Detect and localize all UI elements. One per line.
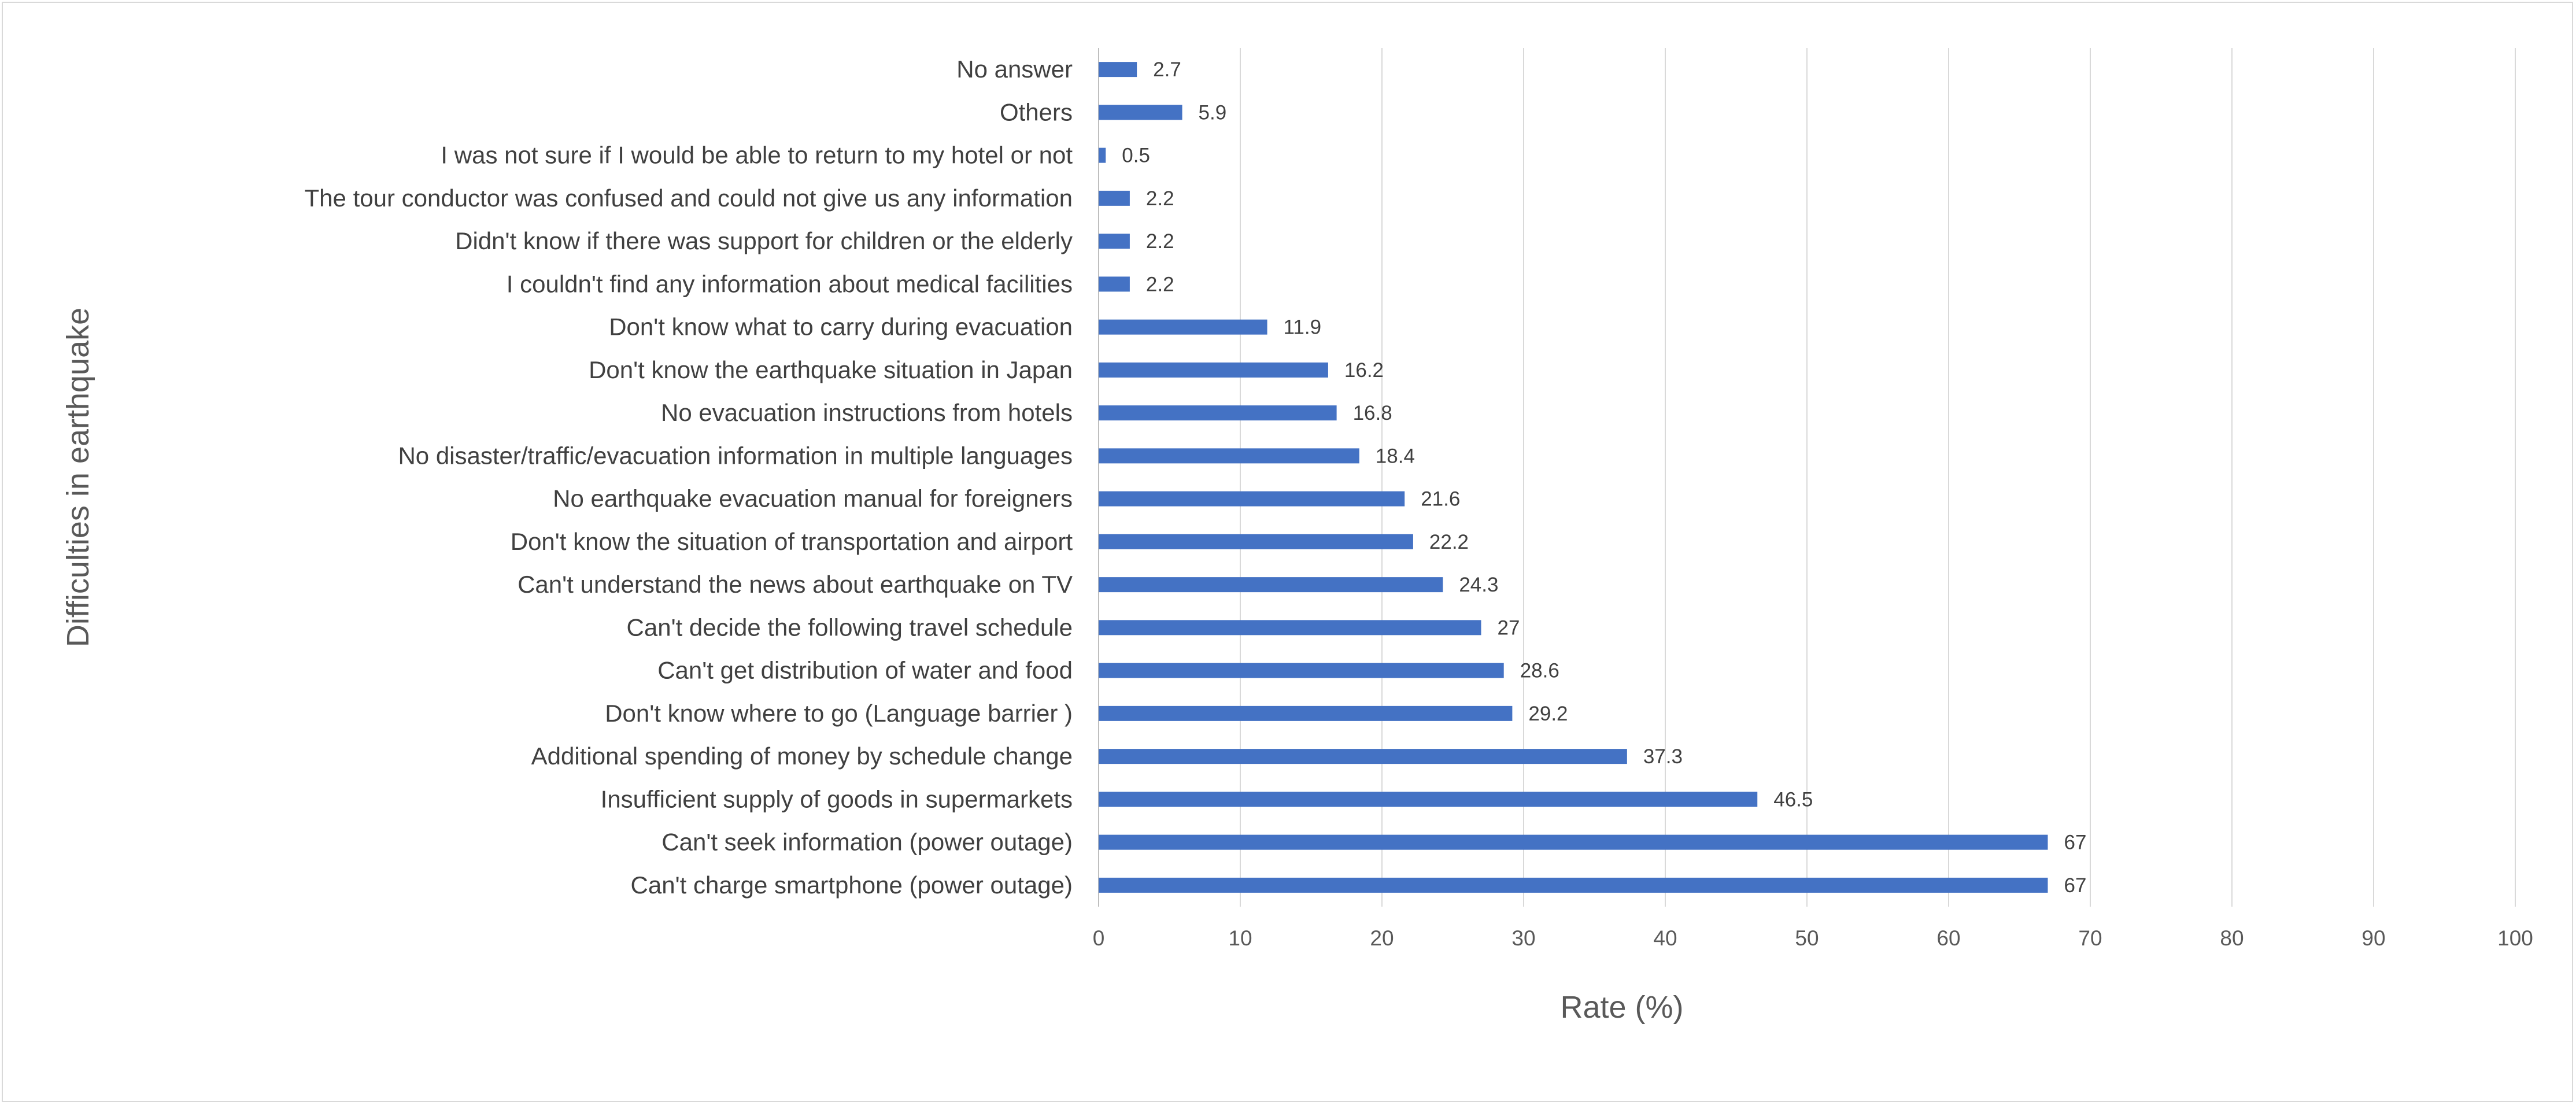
- x-tick-label: 90: [2361, 926, 2385, 950]
- x-tick-label: 50: [1795, 926, 1819, 950]
- category-label: Didn't know if there was support for chi…: [455, 227, 1073, 254]
- bar: [1099, 105, 1182, 120]
- data-label: 5.9: [1199, 101, 1227, 124]
- category-label: The tour conductor was confused and coul…: [305, 184, 1073, 212]
- bar: [1099, 792, 1758, 807]
- bar: [1099, 491, 1405, 507]
- x-tick-label: 60: [1936, 926, 1960, 950]
- category-label: No earthquake evacuation manual for fore…: [553, 485, 1073, 512]
- bar: [1099, 663, 1504, 678]
- x-tick-label: 30: [1511, 926, 1535, 950]
- data-label: 28.6: [1520, 660, 1559, 682]
- bar-chart: No answer Others I was not sure if I would…: [61, 48, 2533, 1025]
- x-tick-label: 80: [2220, 926, 2244, 950]
- x-tick-label: 40: [1653, 926, 1677, 950]
- data-label: 2.2: [1146, 273, 1174, 295]
- data-label: 2.2: [1146, 230, 1174, 253]
- bar: [1099, 877, 2048, 893]
- bar: [1099, 534, 1413, 549]
- data-label: 16.2: [1344, 359, 1384, 382]
- bar: [1099, 405, 1337, 421]
- data-label: 2.2: [1146, 187, 1174, 210]
- category-label: Don't know what to carry during evacuati…: [609, 313, 1073, 341]
- category-label: Can't decide the following travel schedu…: [627, 614, 1073, 641]
- category-label: Others: [1000, 98, 1073, 125]
- data-label: 46.5: [1773, 788, 1813, 811]
- category-label: Can't charge smartphone (power outage): [631, 871, 1073, 899]
- category-label: Can't seek information (power outage): [661, 829, 1073, 856]
- bar: [1099, 62, 1137, 77]
- x-tick-label: 0: [1093, 926, 1105, 950]
- category-labels: No answer Others I was not sure if I would…: [305, 56, 1073, 899]
- data-label: 37.3: [1643, 745, 1683, 768]
- category-label: Can't understand the news about earthqua…: [518, 571, 1073, 598]
- category-label: I was not sure if I would be able to ret…: [441, 142, 1073, 169]
- category-label: Don't know the situation of transportati…: [511, 528, 1073, 555]
- bar: [1099, 319, 1267, 335]
- bars: [1099, 62, 2048, 893]
- data-label: 0.5: [1122, 145, 1150, 167]
- bar: [1099, 834, 2048, 850]
- bar: [1099, 234, 1130, 249]
- data-label: 67: [2064, 831, 2087, 854]
- bar: [1099, 448, 1359, 464]
- category-label: No evacuation instructions from hotels: [661, 399, 1073, 426]
- bar: [1099, 577, 1443, 593]
- data-label: 22.2: [1429, 531, 1469, 553]
- category-label: I couldn't find any information about me…: [507, 270, 1073, 297]
- gridlines: [1098, 48, 2516, 907]
- data-label: 18.4: [1376, 445, 1415, 467]
- category-label: Don't know where to go (Language barrier…: [605, 700, 1073, 727]
- data-label: 27: [1498, 616, 1520, 639]
- category-label: Additional spending of money by schedule…: [531, 742, 1073, 770]
- x-axis-title: Rate (%): [1560, 990, 1683, 1025]
- x-tick-label: 70: [2078, 926, 2102, 950]
- data-label: 2.7: [1153, 58, 1181, 81]
- x-tick-labels: 0 10 20 30 40 50 60 70 80 90 100: [1093, 926, 2533, 950]
- bar: [1099, 620, 1481, 635]
- category-label: Insufficient supply of goods in supermar…: [601, 785, 1073, 812]
- bar: [1099, 705, 1513, 721]
- bar: [1099, 190, 1130, 206]
- bar: [1099, 362, 1328, 378]
- data-labels: 2.7 5.9 0.5 2.2 2.2 2.2 11.9 16.2 16.8 18.4 21.6 22…: [1122, 58, 2086, 897]
- x-tick-label: 20: [1370, 926, 1394, 950]
- data-label: 11.9: [1284, 316, 1322, 339]
- x-tick-label: 100: [2497, 926, 2533, 950]
- x-tick-label: 10: [1228, 926, 1252, 950]
- data-label: 16.8: [1353, 402, 1392, 424]
- data-label: 24.3: [1459, 574, 1498, 596]
- bar: [1099, 147, 1106, 163]
- data-label: 29.2: [1528, 703, 1568, 725]
- bar: [1099, 276, 1130, 292]
- category-label: No disaster/traffic/evacuation informati…: [398, 442, 1073, 469]
- category-label: No answer: [956, 56, 1073, 83]
- data-label: 21.6: [1421, 488, 1460, 511]
- bar: [1099, 749, 1627, 764]
- category-label: Don't know the earthquake situation in J…: [589, 356, 1073, 383]
- y-axis-title: Difficulties in earthquake: [61, 308, 95, 647]
- data-label: 67: [2064, 874, 2087, 897]
- category-label: Can't get distribution of water and food: [657, 657, 1073, 684]
